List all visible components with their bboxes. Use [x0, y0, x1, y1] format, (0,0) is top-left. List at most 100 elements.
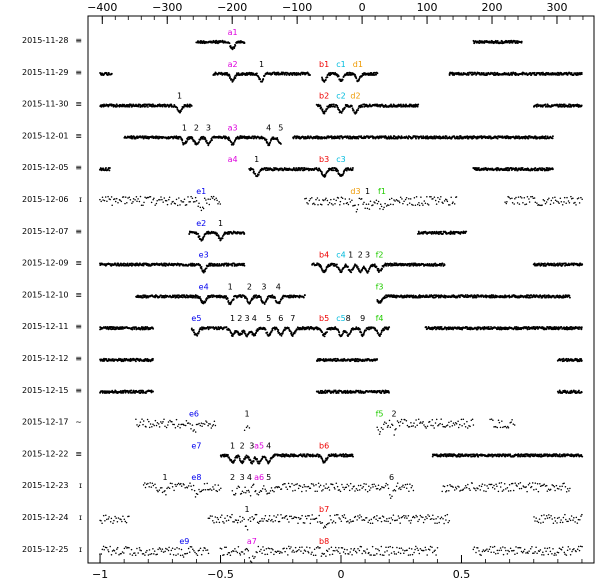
photometry-point [507, 72, 510, 75]
photometry-point [347, 203, 350, 206]
photometry-point [358, 78, 360, 81]
photometry-point [315, 264, 318, 266]
photometry-point [402, 202, 404, 205]
row-symbol: ≡ [75, 227, 82, 236]
photometry-point [398, 201, 401, 204]
light-curve-segment [472, 39, 523, 45]
photometry-point [553, 262, 556, 265]
axis-ticks [99, 16, 584, 563]
photometry-point [527, 137, 530, 140]
photometry-point [336, 104, 339, 107]
photometry-point [554, 196, 556, 198]
photometry-point [334, 105, 336, 108]
photometry-point [325, 197, 327, 200]
photometry-point [263, 303, 266, 305]
x-bottom-tick-label: 0 [338, 568, 345, 581]
photometry-point [315, 198, 317, 201]
photometry-point [322, 199, 325, 202]
photometry-point [384, 202, 386, 205]
photometry-point [515, 167, 518, 170]
photometry-point [433, 196, 436, 198]
photometry-point [299, 73, 302, 76]
photometry-point [379, 203, 382, 205]
photometry-point [243, 262, 246, 265]
x-bottom-tick-label: −0.5 [207, 568, 234, 581]
photometry-point [568, 294, 571, 297]
row-date-label: 2015-12-06 [22, 195, 69, 204]
photometry-point [374, 71, 377, 74]
photometry-point [519, 196, 522, 198]
photometry-point [451, 202, 454, 205]
photometry-point [164, 264, 167, 267]
photometry-point [254, 172, 257, 175]
photometry-point [108, 167, 111, 169]
photometry-point [243, 232, 246, 235]
photometry-point [357, 137, 360, 140]
photometry-point [124, 202, 126, 205]
photometry-point [131, 202, 133, 204]
photometry-point [203, 197, 206, 199]
photometry-point [189, 200, 191, 203]
photometry-point [269, 141, 272, 144]
photometry-point [234, 44, 237, 47]
photometry-point [520, 40, 523, 43]
photometry-point [128, 105, 131, 108]
photometry-point [122, 196, 125, 198]
photometry-point [449, 204, 451, 206]
x-top-tick-label: 100 [417, 1, 438, 14]
light-curve-segment [533, 103, 583, 108]
x-top-tick-label: 200 [482, 1, 503, 14]
photometry-point [309, 198, 312, 200]
photometry-point [159, 198, 161, 201]
row-date-label: 2015-11-30 [22, 100, 69, 109]
photometry-point [337, 75, 340, 78]
photometry-point [335, 199, 337, 202]
photometry-point [210, 195, 213, 198]
photometry-point [320, 265, 323, 268]
photometry-point [340, 196, 343, 198]
photometry-point [580, 71, 583, 74]
photometry-point [548, 197, 550, 200]
photometry-point [231, 80, 234, 83]
photometry-point [377, 200, 380, 203]
photometry-point [578, 202, 581, 204]
photometry-point [549, 203, 552, 206]
photometry-point [152, 198, 154, 201]
photometry-point [130, 135, 133, 138]
photometry-point [356, 266, 359, 268]
row-date-labels: 2015-11-28 ≡2015-11-29 ≡2015-11-30 ≡2015-12… [22, 36, 82, 554]
x-top-tick-label: −400 [87, 1, 117, 14]
photometry-point [198, 141, 200, 143]
row-date-label: 2015-12-05 [22, 163, 69, 172]
photometry-point [281, 297, 284, 300]
row-symbol: ɪ [79, 545, 82, 554]
photometry-point [390, 197, 393, 200]
photometry-point [114, 198, 116, 200]
photometry-point [508, 196, 510, 199]
photometry-point [314, 203, 316, 206]
photometry-point [198, 202, 200, 205]
photometry-point [230, 78, 233, 81]
photometry-point [563, 196, 566, 199]
photometry-point [188, 105, 191, 108]
photometry-point [417, 103, 420, 106]
light-curve-segment [195, 39, 246, 51]
photometry-point [207, 198, 209, 200]
row-symbol: ≡ [75, 131, 82, 140]
photometry-point [200, 265, 203, 268]
photometry-point [259, 296, 262, 299]
photometry-point [372, 204, 374, 206]
photometry-point [404, 198, 407, 201]
photometry-point [156, 200, 158, 202]
photometry-point [394, 200, 396, 202]
photometry-point [332, 103, 335, 106]
photometry-point [142, 204, 144, 207]
photometry-point [417, 296, 419, 299]
photometry-point [190, 195, 192, 198]
photometry-point [381, 267, 384, 270]
photometry-point [228, 77, 231, 79]
photometry-point [446, 200, 449, 203]
photometry-point [544, 103, 547, 106]
row-date-label: 2015-12-10 [22, 290, 69, 299]
photometry-point [351, 107, 354, 110]
